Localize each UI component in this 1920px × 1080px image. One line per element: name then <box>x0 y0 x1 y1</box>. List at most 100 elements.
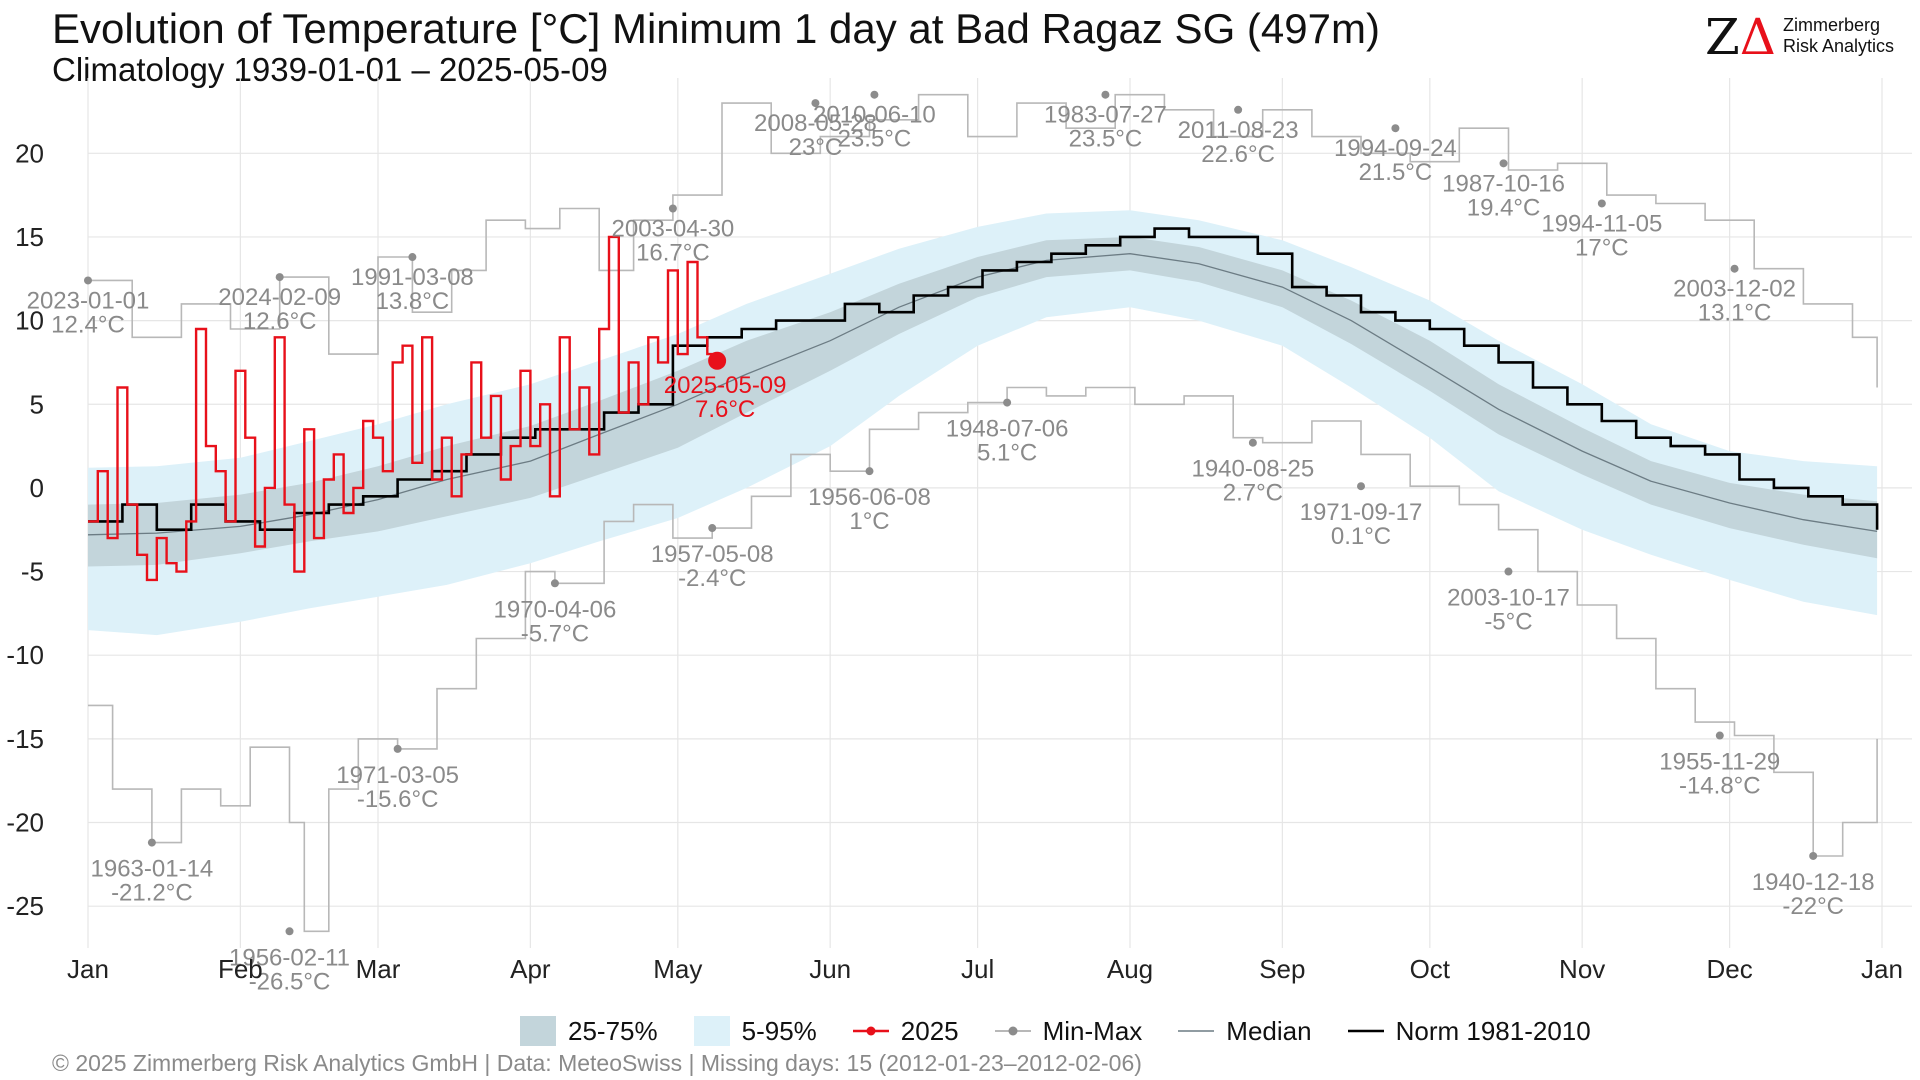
extreme-date-label: 2011-08-23 <box>1178 117 1299 144</box>
extreme-value-label: 23.5°C <box>838 126 912 153</box>
extreme-value-label: 19.4°C <box>1467 194 1541 221</box>
y-tick-label: -15 <box>6 724 44 754</box>
legend-item-norm: Norm 1981-2010 <box>1347 1015 1591 1047</box>
logo-delta-icon: Δ <box>1739 8 1776 66</box>
extreme-value-label: 1°C <box>849 508 889 535</box>
x-tick-label: Apr <box>510 954 551 984</box>
y-tick-label: 0 <box>30 473 44 503</box>
extreme-date-label: 1983-07-27 <box>1044 102 1167 129</box>
y-tick-label: 5 <box>30 389 44 419</box>
legend-label-norm: Norm 1981-2010 <box>1395 1015 1591 1046</box>
extreme-date-label: 2024-02-09 <box>218 284 341 311</box>
extreme-date-label: 1963-01-14 <box>91 856 214 883</box>
x-tick-label: Jan <box>1861 954 1903 984</box>
y-tick-label: 15 <box>15 222 44 252</box>
extreme-date-label: 1994-11-05 <box>1541 210 1662 237</box>
logo-z-letter: Z <box>1705 8 1740 66</box>
extreme-point-min <box>1504 567 1513 576</box>
extreme-date-label: 2003-04-30 <box>612 216 735 243</box>
y-tick-label: -5 <box>21 557 44 587</box>
legend-swatch-current <box>852 1026 889 1036</box>
extreme-value-label: -21.2°C <box>111 880 193 907</box>
extreme-point-min <box>147 838 156 847</box>
extreme-value-label: 16.7°C <box>636 240 710 267</box>
extreme-date-label: 2003-12-02 <box>1673 276 1796 303</box>
current-day-marker: 2025-05-097.6°C <box>664 351 787 423</box>
extreme-date-label: 1955-11-29 <box>1659 749 1780 776</box>
extreme-value-label: 23.5°C <box>1069 126 1143 153</box>
extreme-value-label: -26.5°C <box>249 968 331 995</box>
extreme-point-min <box>1715 731 1724 740</box>
legend-label-median: Median <box>1226 1015 1312 1046</box>
chart-legend: 25-75% 5-95% 2025 Min-Max Median Norm 19… <box>520 1012 1627 1050</box>
current-date-label: 2025-05-09 <box>664 372 787 399</box>
extreme-point-min <box>285 927 294 936</box>
current-value-label: 7.6°C <box>695 396 755 423</box>
median-line <box>87 253 1878 536</box>
legend-swatch-iqr <box>520 1016 556 1046</box>
extreme-point-max <box>1499 159 1508 168</box>
series-line-norm <box>88 227 1879 531</box>
extreme-date-label: 1991-03-08 <box>351 264 474 291</box>
current-point <box>708 351 727 370</box>
x-tick-label: Sep <box>1259 954 1305 984</box>
extreme-point-max <box>1234 105 1243 114</box>
legend-swatch-p95 <box>693 1016 730 1046</box>
extreme-date-label: 1956-02-11 <box>229 944 350 971</box>
x-tick-label: Jun <box>809 954 851 984</box>
series-line-min <box>88 386 1878 933</box>
legend-item-median: Median <box>1178 1015 1312 1047</box>
extreme-value-label: 12.4°C <box>51 311 125 338</box>
extreme-date-label: 2003-10-17 <box>1447 585 1570 612</box>
extreme-value-label: -14.8°C <box>1679 773 1761 800</box>
extreme-point-max <box>1391 124 1400 133</box>
extreme-value-label: 17°C <box>1575 234 1629 261</box>
y-tick-label: -10 <box>6 640 44 670</box>
y-tick-label: -25 <box>6 891 44 921</box>
extreme-value-label: 0.1°C <box>1331 523 1391 550</box>
extreme-point-max <box>811 99 820 108</box>
extreme-date-label: 2023-01-01 <box>27 287 150 314</box>
legend-item-minmax: Min-Max <box>994 1015 1143 1047</box>
x-tick-label: Feb <box>218 954 263 984</box>
extreme-point-max <box>870 90 879 99</box>
extreme-point-min <box>550 579 559 588</box>
extreme-point-max <box>1101 90 1110 99</box>
extreme-value-label: 2.7°C <box>1223 480 1283 507</box>
logo-wordmark: Zimmerberg Risk Analytics <box>1783 15 1894 57</box>
extreme-value-label: -5.7°C <box>521 620 589 647</box>
extreme-value-label: 21.5°C <box>1359 159 1433 186</box>
x-tick-label: May <box>653 954 702 984</box>
extreme-point-min <box>1809 851 1818 860</box>
extreme-value-label: 22.6°C <box>1201 141 1275 168</box>
extreme-point-min <box>393 744 402 753</box>
extreme-date-label: 1971-09-17 <box>1300 499 1423 526</box>
legend-item-current: 2025 <box>852 1016 959 1047</box>
extreme-date-label: 1994-09-24 <box>1334 135 1457 162</box>
extreme-value-label: -5°C <box>1484 609 1532 636</box>
legend-label-minmax: Min-Max <box>1042 1015 1143 1046</box>
extreme-point-max <box>1730 264 1739 273</box>
x-tick-label: Nov <box>1559 954 1605 984</box>
extreme-date-label: 1957-05-08 <box>651 541 774 568</box>
legend-swatch-norm <box>1347 1029 1384 1033</box>
y-tick-label: 20 <box>15 138 44 168</box>
y-tick-label: 10 <box>15 306 44 336</box>
series-line-current <box>88 235 719 582</box>
extreme-point-max <box>84 276 92 285</box>
extreme-point-min <box>1357 482 1366 491</box>
footer-credits: © 2025 Zimmerberg Risk Analytics GmbH | … <box>52 1050 1142 1076</box>
extreme-point-max <box>1597 199 1606 208</box>
legend-label-p95: 5-95% <box>741 1015 817 1046</box>
extreme-value-label: -2.4°C <box>678 565 746 592</box>
legend-item-p95: 5-95% <box>693 1015 817 1047</box>
band-25-75 <box>88 236 1878 567</box>
x-tick-label: Dec <box>1707 954 1753 984</box>
extreme-date-label: 1948-07-06 <box>946 416 1069 443</box>
logo-line-1: Zimmerberg <box>1783 15 1881 35</box>
chart-subtitle: Climatology 1939-01-01 – 2025-05-09 <box>52 51 608 88</box>
extreme-point-max <box>408 253 417 262</box>
extreme-date-label: 1956-06-08 <box>808 484 931 511</box>
extreme-value-label: 5.1°C <box>977 440 1037 467</box>
